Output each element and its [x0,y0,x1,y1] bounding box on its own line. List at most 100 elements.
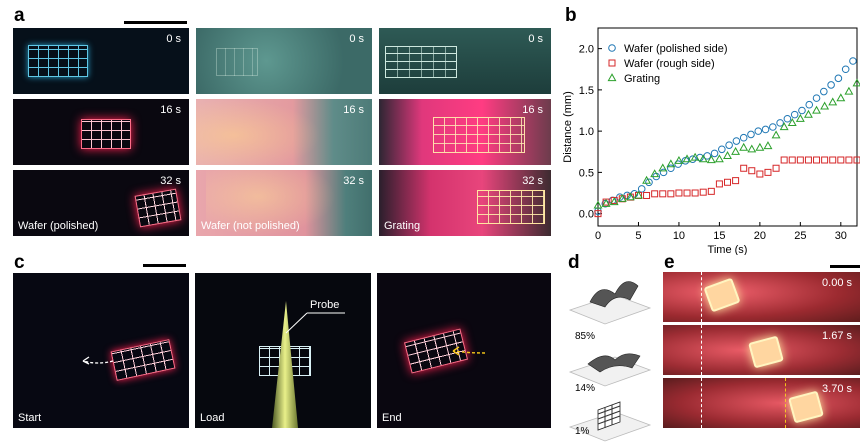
data-point [755,142,765,151]
data-point [601,198,611,207]
x-axis-label: Time (s) [708,244,748,255]
grating-sample [134,188,182,228]
motion-arrow [452,346,486,356]
data-point [714,154,724,163]
panel-e-letter: e [664,252,675,273]
time-label: 0 s [349,33,364,45]
data-point [776,119,784,127]
tile-e-t3: 3.70 s [663,378,860,428]
data-point [805,100,814,109]
data-point [798,106,806,115]
x-tick-label: 20 [754,230,766,242]
probe-needle [272,301,345,428]
time-label: 3.70 s [822,383,852,395]
data-point [715,180,723,188]
legend-label: Grating [624,73,660,85]
data-point [756,170,764,178]
time-label: 16 s [343,104,364,116]
legend-marker [608,59,616,67]
panel-a-letter: a [14,5,25,26]
data-point [698,154,708,163]
data-point [821,156,829,164]
sample-label: Grating [384,220,421,232]
data-point [803,109,813,118]
data-point [820,87,828,96]
data-point [645,178,653,187]
dashed-reference [701,325,702,375]
data-point [667,190,675,198]
data-point [837,156,845,164]
data-point [788,156,796,164]
legend-label: Wafer (polished side) [624,43,728,55]
grating-sample [216,48,258,76]
data-point [637,185,646,193]
grating-sample [28,45,88,77]
data-point [724,178,731,186]
x-tick-label: 15 [713,230,725,242]
motion-arrow [82,356,114,365]
data-point [659,168,668,177]
dashed-reference [701,272,702,322]
laser-glow [206,170,336,236]
data-point [836,93,846,102]
data-point [849,57,857,65]
grating-sample [81,119,131,149]
data-point [804,156,812,164]
data-point [829,156,837,164]
tile-c-load: Probe Load [195,273,371,428]
x-tick-label: 5 [635,230,641,242]
percent-label-2: 14% [575,383,596,394]
percent-label-1: 85% [575,331,596,342]
plot-frame [597,27,858,227]
grating-sample [385,46,457,78]
probe-label: Probe [310,299,340,311]
data-point [725,141,733,149]
distance-time-chart: 0 5 10 15 20 25 30 0.0 0.5 1.0 1.5 2.0 Time (s) Dista… [562,27,860,255]
data-point [761,125,770,134]
dashed-reference [701,378,702,428]
stage-label: End [382,412,402,424]
tile-e-t1: 0.00 s [663,272,860,322]
sample-label: Wafer (polished) [18,220,99,232]
data-point [787,118,797,126]
data-point [812,94,821,102]
dashed-end-reference [785,378,786,428]
deformation-illustrations [568,281,652,442]
data-point [674,160,682,168]
time-label: 0.00 s [822,277,852,289]
laser-glow [196,99,321,165]
data-point [763,141,773,150]
panel-b-letter: b [565,5,577,26]
tile-a-r2c1: 16 s [13,99,189,165]
tile-a-r1c2: 0 s [196,28,372,94]
data-point [634,190,643,199]
data-point [659,190,667,198]
data-point [675,189,683,197]
robot-sample [748,335,784,369]
data-point [844,86,854,95]
legend-marker [607,73,617,82]
panel-a-scale-bar [124,21,187,24]
panel-e-scale-bar [830,265,860,268]
tile-a-r1c3: 0 s [379,28,551,94]
tile-a-r3c2: 32 s Wafer (not polished) [196,170,372,236]
data-point [650,169,660,178]
x-tick-label: 30 [835,230,847,242]
tile-a-r3c3: 32 s Grating [379,170,551,236]
data-point [617,193,627,202]
data-point [748,167,756,175]
data-point [834,74,843,83]
data-point [812,105,821,114]
data-point [795,113,805,122]
data-point [827,81,835,89]
tile-a-r2c3: 16 s [379,99,551,165]
y-tick-label: 0.5 [579,167,594,179]
y-tick-label: 0.0 [579,209,594,221]
data-point [841,65,850,74]
data-point [845,156,853,164]
data-point [666,159,676,168]
data-point [739,142,749,151]
time-label: 32 s [522,175,543,187]
y-tick-label: 2.0 [579,44,594,56]
robot-sample [703,277,741,313]
